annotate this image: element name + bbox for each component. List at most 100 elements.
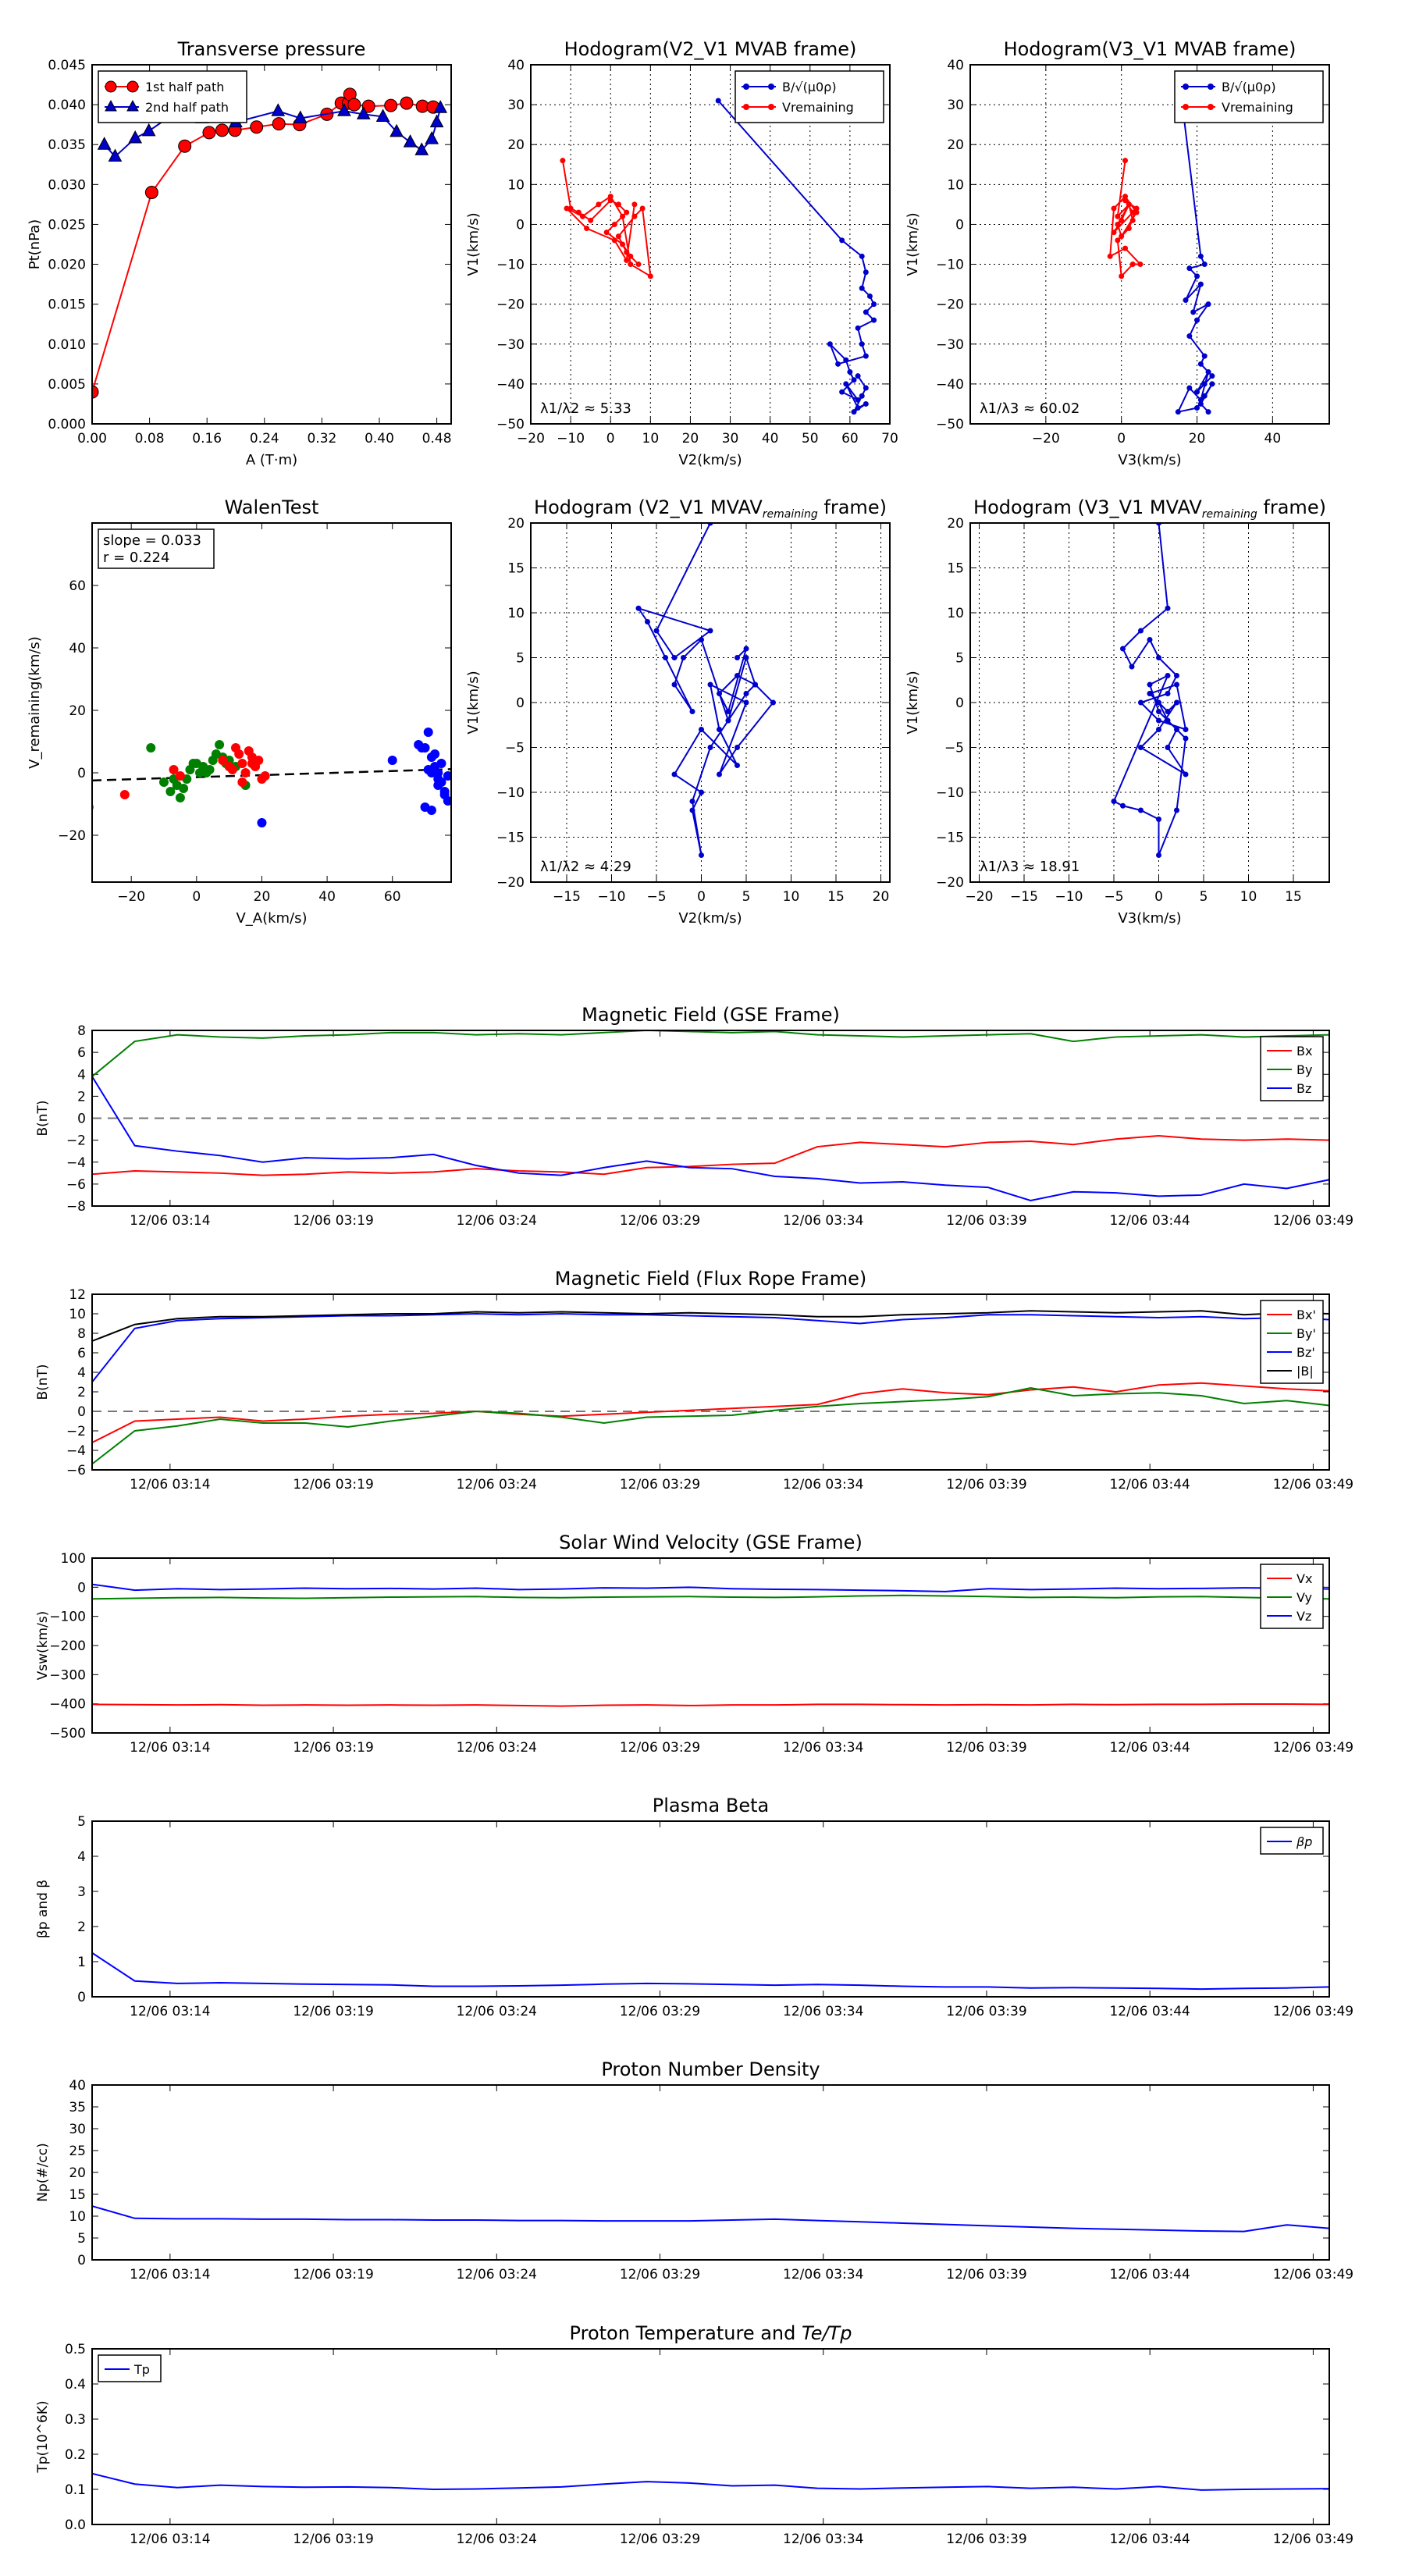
legend-label: By' <box>1297 1326 1316 1341</box>
y-tick-label: −400 <box>49 1697 86 1713</box>
y-tick-label: 0.0 <box>65 2517 86 2533</box>
annotation-text: slope = 0.033 <box>103 532 201 549</box>
data-point <box>1120 646 1126 652</box>
legend-marker <box>1208 84 1214 90</box>
x-tick-label: 0.40 <box>365 431 394 447</box>
y-tick-label: 10 <box>947 606 964 621</box>
x-tick-label: 12/06 03:49 <box>1273 1213 1353 1229</box>
data-point <box>1194 317 1200 323</box>
chart-1: Hodogram(V2_V1 MVAB frame) −20 −10 0 10 20 30 4… <box>465 38 898 468</box>
y-tick-label: 12 <box>69 1287 86 1303</box>
data-point <box>859 341 865 347</box>
y-tick-label: 4 <box>77 1067 86 1083</box>
x-tick-label: −10 <box>1055 889 1083 905</box>
plot-frame <box>969 522 1330 883</box>
chart-3: WalenTest −20 0 20 40 60 −20 0 20 40 60 V_A(km/s) V_… <box>27 496 452 927</box>
x-tick-label: −20 <box>1032 431 1060 447</box>
y-tick-label: −20 <box>496 875 525 891</box>
y-tick-label: 0 <box>516 696 525 711</box>
y-tick-label: 0 <box>516 217 525 233</box>
data-point <box>1165 717 1171 724</box>
data-point <box>1197 397 1204 403</box>
series-line <box>92 91 434 393</box>
data-point <box>624 249 630 255</box>
x-tick-label: 12/06 03:29 <box>620 1477 700 1493</box>
data-point <box>1194 389 1200 395</box>
data-point <box>863 309 869 315</box>
x-tick-label: −20 <box>117 889 145 905</box>
data-point <box>671 771 678 777</box>
x-tick-label: 12/06 03:44 <box>1109 2532 1190 2547</box>
data-point <box>337 103 351 116</box>
legend-label: Vz <box>1297 1609 1311 1624</box>
data-point <box>250 120 264 134</box>
legend-marker <box>105 99 117 112</box>
x-tick-label: 12/06 03:34 <box>783 1213 863 1229</box>
y-axis-label: B(nT) <box>35 1100 51 1136</box>
chart-title: Hodogram (V3_V1 MVAVremaining frame) <box>973 496 1326 521</box>
y-tick-label: 5 <box>955 651 964 667</box>
legend-marker <box>768 104 774 110</box>
data-point <box>218 756 228 765</box>
series-1st half path <box>92 87 440 399</box>
data-point <box>620 241 626 247</box>
series-line <box>1112 523 1187 856</box>
legend: Bx By Bz <box>1260 1036 1324 1101</box>
data-point <box>1120 802 1126 809</box>
plot-frame <box>91 2348 1330 2525</box>
data-point <box>743 699 749 706</box>
data-point <box>260 771 270 781</box>
data-point <box>1174 699 1179 706</box>
x-axis-label: V2(km/s) <box>678 452 742 468</box>
data-point <box>1156 717 1161 724</box>
y-tick-label: 6 <box>77 1045 86 1061</box>
x-tick-label: 10 <box>1240 889 1257 905</box>
data-point <box>97 137 112 150</box>
chart-title: Transverse pressure <box>177 38 366 60</box>
data-point <box>234 749 244 759</box>
x-tick-label: 12/06 03:29 <box>620 1213 700 1229</box>
data-point <box>1165 745 1171 750</box>
data-point <box>1174 807 1179 813</box>
x-tick-label: 12/06 03:24 <box>457 1213 537 1229</box>
data-point <box>1156 817 1161 822</box>
data-point <box>361 99 375 113</box>
x-tick-label: 12/06 03:39 <box>946 1477 1026 1493</box>
chart-title: Magnetic Field (Flux Rope Frame) <box>555 1268 866 1290</box>
data-point <box>843 381 849 387</box>
series-line-By <box>91 1029 1330 1077</box>
series-line-Vz <box>91 1583 1330 1592</box>
data-point <box>631 201 638 208</box>
data-point <box>1156 709 1161 714</box>
data-point <box>1147 681 1153 688</box>
data-point <box>624 209 630 215</box>
x-tick-label: −20 <box>966 889 994 905</box>
data-point <box>1205 369 1211 375</box>
legend-marker <box>1183 104 1189 110</box>
annotation-text: λ1/λ2 ≈ 4.29 <box>540 859 631 875</box>
y-tick-label: −8 <box>66 1199 86 1215</box>
data-point <box>628 253 634 259</box>
data-point <box>1165 709 1171 714</box>
data-point <box>699 852 704 858</box>
x-tick-label: 20 <box>873 889 890 905</box>
data-point <box>863 385 869 391</box>
data-point <box>1190 309 1197 315</box>
series-line-By' <box>91 1386 1330 1465</box>
x-tick-label: 12/06 03:44 <box>1109 2267 1190 2282</box>
annotation-text: λ1/λ3 ≈ 18.91 <box>980 859 1080 875</box>
x-tick-label: 0.16 <box>192 431 222 447</box>
x-tick-label: 0 <box>192 889 201 905</box>
data-point <box>715 98 721 104</box>
data-point <box>735 745 740 750</box>
x-tick-label: 15 <box>827 889 845 905</box>
x-tick-label: 12/06 03:19 <box>293 1477 373 1493</box>
chart-6: Magnetic Field (GSE Frame) −8 −6 −4 −2 0 2 4 6 8 1… <box>35 1004 1353 1229</box>
data-point <box>1129 664 1135 670</box>
data-point <box>1174 727 1179 732</box>
plot-area <box>560 98 877 415</box>
y-tick-label: 20 <box>69 2165 86 2181</box>
plot-frame <box>91 1293 1330 1471</box>
data-point <box>699 727 704 732</box>
x-tick-label: 12/06 03:49 <box>1273 2532 1353 2547</box>
